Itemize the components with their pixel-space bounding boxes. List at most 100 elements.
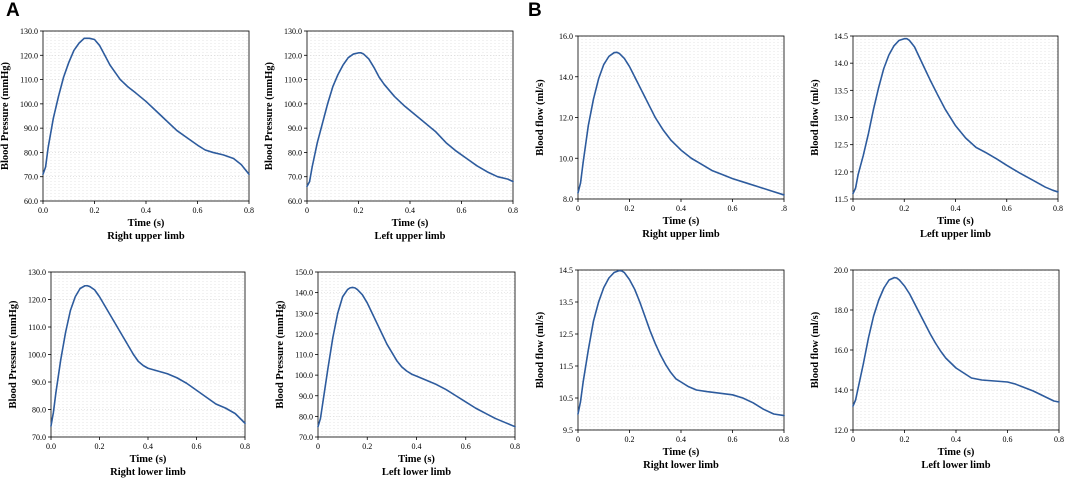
y-tick-label: 130.0 xyxy=(284,27,302,36)
plot-area xyxy=(578,270,784,430)
chart-bf-right-upper: 0 0.2 0.4 0.6 .8 8.0 10.0 12.0 14.0 16.0 Time (s) R… xyxy=(535,32,787,240)
x-tick-label: 0.4 xyxy=(676,204,686,213)
series-line xyxy=(852,37,1059,195)
y-tick-label: 13.5 xyxy=(559,298,573,307)
x-tick-label: 0.2 xyxy=(362,442,372,451)
x-tick-label: 0.6 xyxy=(1002,204,1012,213)
y-tick-label: 70.0 xyxy=(32,433,46,442)
y-tick-label: 20.0 xyxy=(834,266,848,275)
x-axis-title: Time (s) xyxy=(937,216,974,227)
x-tick-label: 0.8 xyxy=(1053,204,1063,213)
x-axis-title: Time (s) xyxy=(663,447,700,458)
chart-bp-right-lower: 0.0 0.2 0.4 0.6 0.8 70.0 80.0 90.0 100.0 110.0 120… xyxy=(8,268,250,478)
y-tick-label: 12.5 xyxy=(559,330,573,339)
x-tick-label: 0 xyxy=(305,206,309,215)
y-tick-label: 60.0 xyxy=(288,197,302,206)
panel-letter-b: B xyxy=(528,0,542,21)
y-tick-label: 13.0 xyxy=(834,114,848,123)
y-tick-label: 12.0 xyxy=(834,426,848,435)
series-line xyxy=(317,286,516,428)
y-axis-title: Blood Pressure (mmHg) xyxy=(8,300,19,409)
x-tick-label: 0.2 xyxy=(625,435,635,444)
x-tick-label: 0.2 xyxy=(900,435,910,444)
plot-area xyxy=(307,31,513,201)
series-line xyxy=(50,284,246,427)
y-tick-label: 13.5 xyxy=(834,86,848,95)
x-tick-label: 0.0 xyxy=(46,442,56,451)
y-tick-label: 110.0 xyxy=(20,76,38,85)
x-tick-label: 0.8 xyxy=(510,442,520,451)
y-tick-label: 10.0 xyxy=(559,154,573,163)
y-tick-label: 120.0 xyxy=(20,51,38,60)
y-axis-title: Blood Pressure (mmHg) xyxy=(275,300,286,409)
panel-caption: Left upper limb xyxy=(375,231,446,242)
panel-caption: Left lower limb xyxy=(921,460,990,471)
y-tick-label: 14.0 xyxy=(834,59,848,68)
x-tick-label: 0.8 xyxy=(1054,435,1064,444)
panel-caption: Left lower limb xyxy=(382,467,451,478)
y-tick-label: 12.5 xyxy=(834,141,848,150)
y-tick-label: 150.0 xyxy=(295,268,313,277)
x-tick-label: 0.2 xyxy=(899,204,909,213)
x-tick-label: 0.6 xyxy=(193,206,203,215)
chart-bp-left-lower: 0 0.2 0.4 0.6 0.8 70.0 80.0 90.0 100.0 110.0 120.0… xyxy=(275,268,520,478)
x-tick-label: 0.4 xyxy=(143,442,153,451)
y-tick-label: 90.0 xyxy=(32,378,46,387)
y-tick-label: 100.0 xyxy=(20,100,38,109)
x-tick-label: 0.2 xyxy=(625,204,635,213)
y-tick-label: 80.0 xyxy=(299,412,313,421)
plot-area xyxy=(318,272,515,437)
panel-caption: Right upper limb xyxy=(642,229,720,240)
y-tick-label: 120.0 xyxy=(295,330,313,339)
y-tick-label: 130.0 xyxy=(20,27,38,36)
y-axis-title: Blood flow (ml/s) xyxy=(810,79,821,156)
y-tick-label: 8.0 xyxy=(563,195,573,204)
series-line xyxy=(42,37,250,176)
panel-caption: Right upper limb xyxy=(107,231,185,242)
y-tick-label: 100.0 xyxy=(284,100,302,109)
x-tick-label: 0.6 xyxy=(1003,435,1013,444)
x-tick-label: 0 xyxy=(576,204,580,213)
y-tick-label: 14.0 xyxy=(834,386,848,395)
y-axis-title: Blood flow (ml/s) xyxy=(535,311,546,388)
y-tick-label: 11.5 xyxy=(834,195,848,204)
y-axis-title: Blood Pressure (mmHg) xyxy=(264,61,275,170)
plot-area xyxy=(43,31,249,201)
x-tick-label: 0 xyxy=(316,442,320,451)
series-line xyxy=(577,269,785,417)
series-line xyxy=(852,276,1060,407)
x-axis-title: Time (s) xyxy=(398,454,435,465)
y-tick-label: 70.0 xyxy=(299,433,313,442)
y-axis-title: Blood Pressure (mmHg) xyxy=(0,61,11,170)
chart-bf-left-lower: 0 0.2 0.4 0.6 0.8 12.0 14.0 16.0 18.0 20.0 Time (s… xyxy=(810,266,1064,471)
y-tick-label: 120.0 xyxy=(284,51,302,60)
x-tick-label: 0.8 xyxy=(244,206,254,215)
x-tick-label: 0.6 xyxy=(728,204,738,213)
y-tick-label: 110.0 xyxy=(295,351,313,360)
x-tick-label: 0.4 xyxy=(951,435,961,444)
x-axis-title: Time (s) xyxy=(128,218,165,229)
y-tick-label: 10.5 xyxy=(559,394,573,403)
chart-bp-left-upper: 0 0.2 0.4 0.6 0.8 60.0 70.0 80.0 90.0 100.0 110.0 1… xyxy=(264,27,518,242)
y-tick-label: 14.5 xyxy=(834,32,848,41)
x-tick-label: 0.4 xyxy=(676,435,686,444)
panel-letter-a: A xyxy=(6,0,20,21)
x-axis-title: Time (s) xyxy=(938,447,975,458)
y-tick-label: 60.0 xyxy=(24,197,38,206)
x-tick-label: 0.0 xyxy=(38,206,48,215)
y-tick-label: 16.0 xyxy=(834,346,848,355)
x-tick-label: 0.8 xyxy=(779,435,789,444)
y-tick-label: 120.0 xyxy=(28,296,46,305)
x-axis-title: Time (s) xyxy=(392,218,429,229)
panel-caption: Right lower limb xyxy=(110,467,186,478)
y-tick-label: 140.0 xyxy=(295,289,313,298)
x-tick-label: 0.4 xyxy=(405,206,415,215)
chart-bf-left-upper: 0 0.2 0.4 0.6 0.8 11.5 12.0 12.5 13.0 13.5 14.0 14.… xyxy=(810,32,1063,240)
series-line xyxy=(306,52,514,188)
series-line xyxy=(577,51,785,196)
y-tick-label: 16.0 xyxy=(559,32,573,41)
y-tick-label: 90.0 xyxy=(299,392,313,401)
x-tick-label: .8 xyxy=(781,204,787,213)
y-tick-label: 9.5 xyxy=(563,426,573,435)
